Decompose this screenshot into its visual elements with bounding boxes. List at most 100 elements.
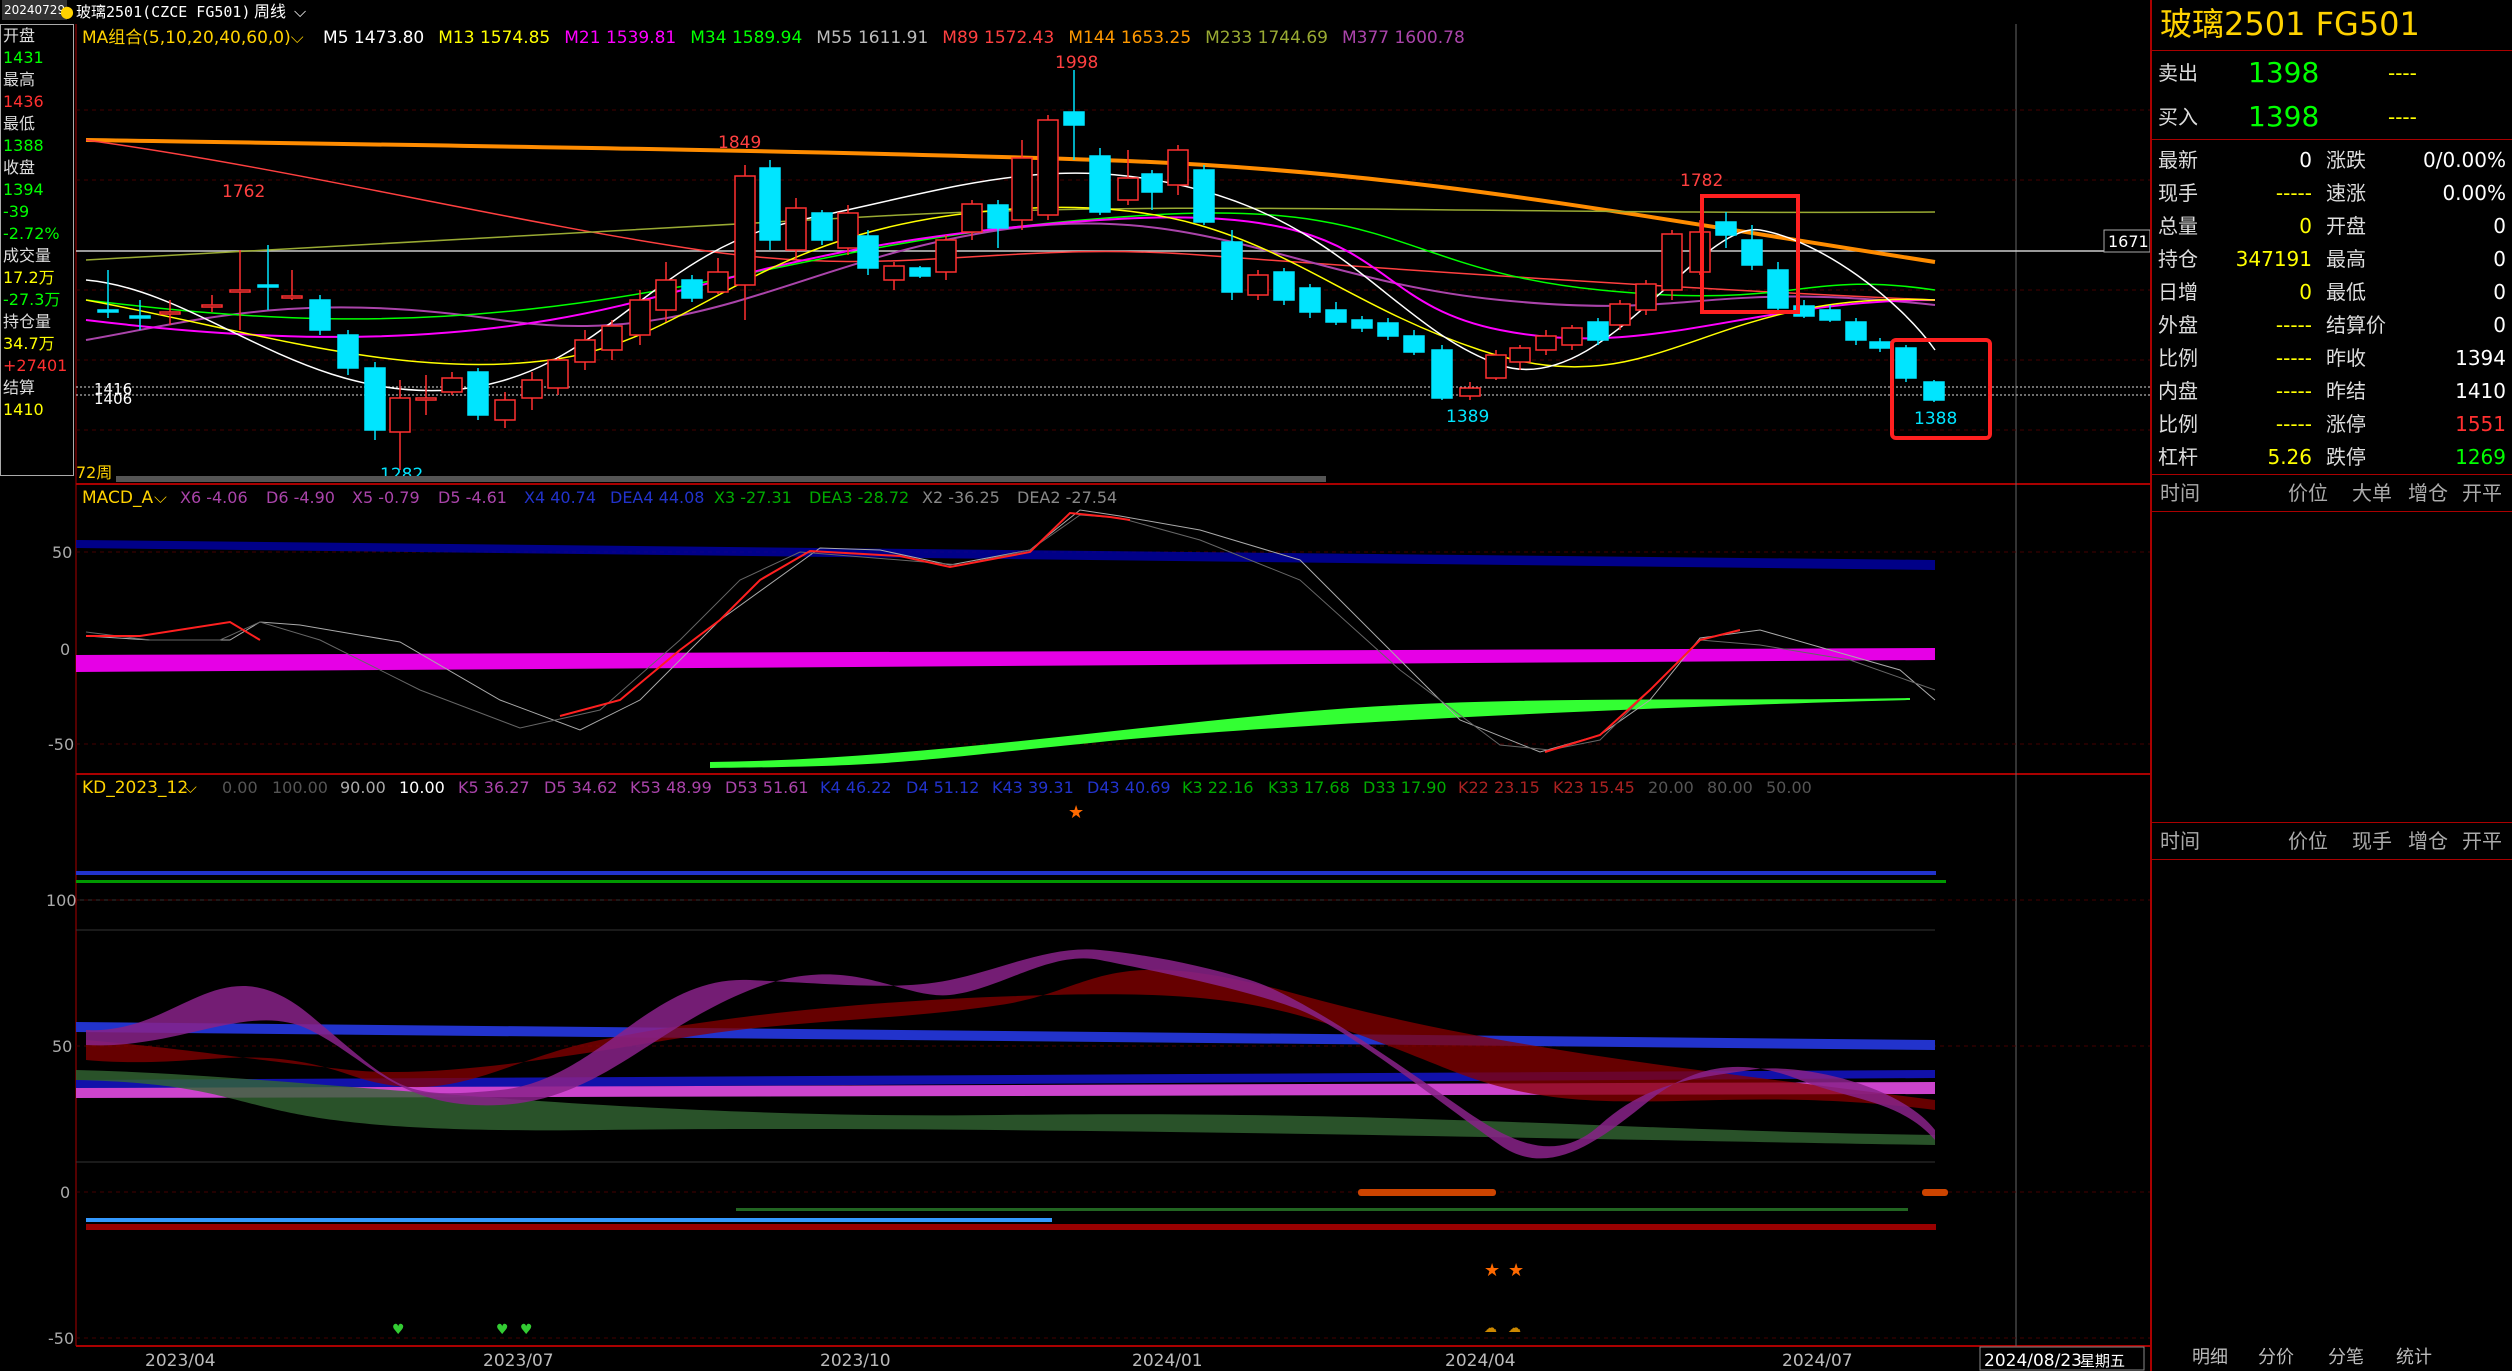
col-oi-change: 增仓 [2408,481,2448,505]
kd-green-top-band [76,880,1946,883]
candle-body [467,371,489,416]
ma-value: M89 1572.43 [942,28,1055,48]
chevron-down-icon[interactable]: ⌵ [184,778,197,798]
buy-price: 1398 [2248,100,2320,133]
candle-body [441,377,463,393]
quote-value: 1551 [2455,412,2506,436]
info-label: 最低 [3,114,36,133]
macd-legend: X6 -4.06 D6 -4.90 X5 -0.79 D5 -4.61 X4 40.74… [180,488,1117,507]
info-label: 收盘 [3,158,36,177]
quote-panel: 玻璃2501 FG501 卖出 1398 ---- 买入 1398 ---- 最… [2150,0,2512,1371]
candle-body [337,334,359,369]
candle-body [1741,239,1763,266]
info-value: 1431 [3,48,44,67]
legend-item: D6 -4.90 [266,488,335,507]
quote-row: 现手 ----- 速涨 0.00% [2152,177,2512,210]
high-label: 1998 [1055,53,1098,73]
high-label: 1762 [222,182,265,202]
macd-red-line [86,620,261,641]
heart-icon: ♥ [392,1322,405,1338]
quote-label: 持仓 [2158,247,2198,271]
kd-tick: 50 [52,1037,72,1056]
tab-price-dist[interactable]: 分价 [2258,1347,2294,1368]
ma-value: M144 1653.25 [1068,28,1192,48]
legend-item: DEA3 -28.72 [809,488,909,507]
legend-item: K43 39.31 [992,778,1074,797]
chevron-down-icon[interactable]: ⌵ [154,488,167,508]
buy-row: 买入 1398 ---- [2152,95,2512,140]
legend-item: 50.00 [1766,778,1812,797]
legend-item: X6 -4.06 [180,488,248,507]
kd-green-low-line [736,1208,1908,1211]
candle-body [309,299,331,331]
tab-detail[interactable]: 明细 [2192,1347,2228,1368]
tab-stats[interactable]: 统计 [2396,1347,2432,1368]
kd-title[interactable]: KD_2023_12 [82,778,188,798]
legend-item: 10.00 [399,778,445,797]
candle-body [1193,169,1215,223]
tick-table-body[interactable] [2152,512,2512,822]
ma-value: M5 1473.80 [323,28,425,48]
legend-item: K23 15.45 [1553,778,1635,797]
candle-body [987,204,1009,229]
period-selector[interactable]: 周线 ⌵ [254,0,314,24]
kd-tick: 100 [46,891,77,910]
candle-body [1767,269,1789,309]
candle-body [547,359,569,389]
quote-label: 昨结 [2326,379,2366,403]
legend-item: D4 51.12 [906,778,979,797]
y-marker-label: 1671 [2108,232,2149,251]
chevron-down-icon[interactable]: ⌵ [290,28,304,48]
candle-body [1895,347,1917,379]
quote-row: 持仓 347191 最高 0 [2152,243,2512,276]
quote-label: 最新 [2158,148,2198,172]
quote-label: 昨收 [2326,346,2366,370]
ma-group-label[interactable]: MA组合(5,10,20,40,60,0) [82,28,291,48]
macd-title[interactable]: MACD_A [82,488,153,508]
legend-item: K5 36.27 [458,778,530,797]
legend-item: D33 17.90 [1363,778,1447,797]
quote-row: 总量 0 开盘 0 [2152,210,2512,243]
quote-value: 0/0.00% [2423,148,2506,172]
quote-label: 跌停 [2326,445,2366,469]
contract-dot-icon: ● [60,2,74,21]
quote-row: 内盘 ----- 昨结 1410 [2152,375,2512,408]
contract-name[interactable]: 玻璃2501(CZCE FG501) [76,3,251,21]
candle-body [129,315,151,319]
info-label: 成交量 [3,246,52,265]
date-tick: 2023/04 [145,1351,216,1371]
chart-canvas[interactable]: 1762 1849 1998 1782 1282 1389 1388 1416 … [0,0,2150,1371]
candle-body [1377,322,1399,337]
ma-values: M5 1473.80 M13 1574.85 M21 1539.81 M34 1589… [309,28,1465,48]
candle-body [857,235,879,269]
legend-item: D5 -4.61 [438,488,507,507]
quote-value: 0 [2299,214,2312,238]
quote-value: 0 [2493,313,2506,337]
col-oi-change: 增仓 [2408,829,2448,853]
candle-body [707,271,729,293]
legend-item: D53 51.61 [725,778,809,797]
candle-body [1273,271,1295,301]
info-value: +27401 [3,356,68,375]
col-time: 时间 [2160,481,2200,505]
info-value: 1388 [3,136,44,155]
low-label: 1388 [1914,409,1957,429]
tab-ticks[interactable]: 分笔 [2328,1347,2364,1368]
current-price-label: 1416 [94,380,132,398]
candle-body [883,265,905,281]
date-tick: 2024/07 [1782,1351,1853,1371]
macd-tick: 50 [52,543,72,562]
info-label: 开盘 [3,26,36,45]
date-tick: 2024/01 [1132,1351,1203,1371]
candle-body [601,325,623,351]
info-value: -27.3万 [3,290,61,309]
date-axis: 2023/04 2023/07 2023/10 2024/01 2024/04 2024/… [145,1351,1853,1371]
quote-label: 比例 [2158,346,2198,370]
legend-item: D5 34.62 [544,778,617,797]
macd-dea-line [85,514,1936,751]
candle-body [1869,341,1891,349]
candle-body [1715,221,1737,236]
candle-body [159,311,181,315]
horizontal-scrollbar[interactable] [116,476,1326,482]
sell-price: 1398 [2248,56,2320,89]
